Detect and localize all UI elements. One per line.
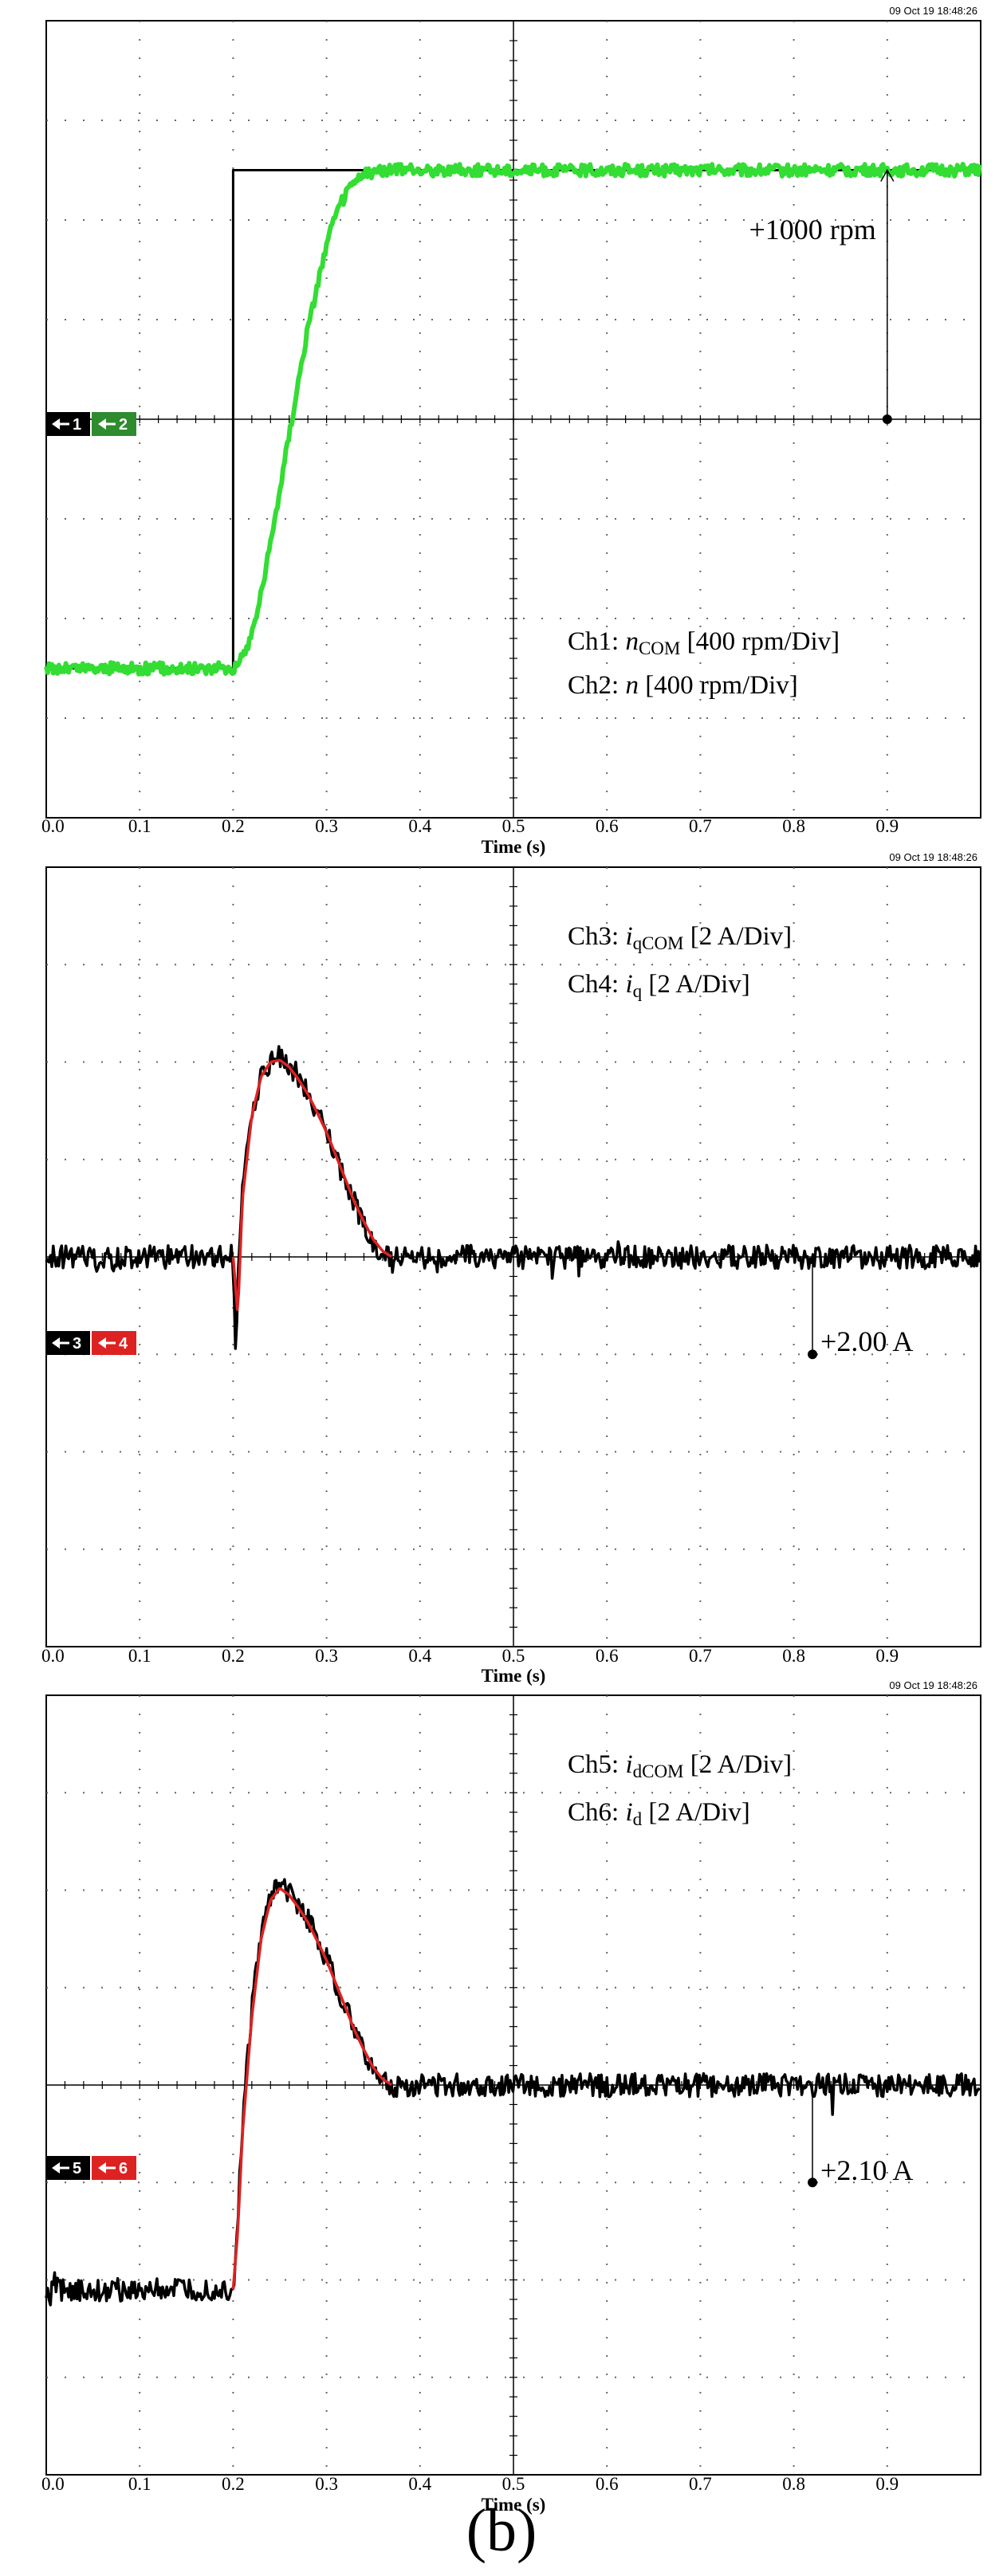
arrow-left-icon (52, 418, 60, 430)
measurement-dot (882, 414, 892, 424)
x-tick-label: 0.1 (128, 816, 151, 836)
x-tick-label: 0.2 (222, 816, 245, 836)
x-tick-label: 0.0 (41, 816, 65, 836)
channel-marker-label: 5 (73, 2160, 81, 2177)
legend-entry-2: Ch6: id [2 A/Div] (568, 1798, 750, 1829)
series-ch4 (231, 1058, 393, 1311)
x-tick-label: 0.5 (502, 816, 525, 836)
x-tick-label: 0.8 (782, 816, 805, 836)
chart-panel-3: 09 Oct 19 18:48:26 5 6 +2.10 A Ch5: idCOM [2… (41, 1679, 981, 2515)
chart-panel-1: 09 Oct 19 18:48:26 1 2 +1000 rpm Ch1: nCOM [… (41, 5, 982, 857)
channel-marker-label: 1 (73, 416, 81, 434)
x-tick-label: 0.1 (128, 1646, 151, 1666)
x-tick-label: 0.3 (315, 1646, 338, 1666)
x-tick-label: 0.9 (875, 1646, 899, 1666)
series-ch5 (45, 1878, 981, 2307)
x-tick-label: 0.3 (315, 2474, 338, 2494)
channel-marker-label: 2 (119, 416, 128, 434)
x-tick-label: 0.7 (689, 2474, 712, 2494)
x-tick-label: 0.4 (408, 816, 431, 836)
arrow-left-icon (52, 2162, 60, 2174)
measurement-dot (808, 2177, 818, 2188)
measurement-label: +2.10 A (820, 2154, 913, 2186)
channel-marker-label: 6 (119, 2160, 128, 2177)
x-axis-label: Time (s) (482, 2495, 546, 2515)
measurement-label: +2.00 A (820, 1325, 913, 1357)
grid (46, 1695, 981, 2475)
chart-panel-2: 09 Oct 19 18:48:26 3 4 +2.00 A Ch3: iqCOM [2… (41, 851, 981, 1686)
x-tick-label: 0.9 (875, 816, 899, 836)
channel-marker-label: 3 (73, 1335, 81, 1353)
timestamp: 09 Oct 19 18:48:26 (889, 5, 977, 17)
channel-marker-4: 4 (92, 1331, 136, 1355)
x-tick-label: 0.6 (596, 2474, 619, 2494)
legend-entry-2: Ch2: n [400 rpm/Div] (568, 671, 798, 700)
x-tick-label: 0.5 (502, 1646, 525, 1666)
measurement-annotation: +1000 rpm (749, 168, 895, 424)
x-tick-label: 0.2 (222, 2474, 245, 2494)
channel-marker-label: 4 (119, 1335, 128, 1353)
x-tick-label: 0.1 (128, 2474, 151, 2494)
measurement-annotation: +2.00 A (808, 1257, 913, 1360)
x-tick-label: 0.0 (41, 2474, 65, 2494)
legend-entry-1: Ch3: iqCOM [2 A/Div] (568, 922, 792, 953)
series-ch6 (231, 1887, 393, 2290)
x-tick-label: 0.8 (782, 2474, 805, 2494)
timestamp: 09 Oct 19 18:48:26 (889, 851, 977, 863)
x-tick-label: 0.6 (596, 816, 619, 836)
x-tick-label: 0.6 (596, 1646, 619, 1666)
arrow-up-icon (880, 168, 895, 182)
x-tick-label: 0.7 (689, 816, 712, 836)
channel-marker-6: 6 (92, 2156, 136, 2180)
timestamp: 09 Oct 19 18:48:26 (889, 1679, 977, 1691)
channel-marker-3: 3 (45, 1331, 90, 1355)
legend-entry-1: Ch1: nCOM [400 rpm/Div] (568, 627, 840, 658)
arrow-left-icon (98, 2162, 106, 2174)
x-axis-label: Time (s) (482, 837, 546, 857)
series-ch2 (44, 162, 982, 677)
x-tick-label: 0.9 (875, 2474, 899, 2494)
legend-entry-1: Ch5: idCOM [2 A/Div] (568, 1750, 792, 1781)
figure-caption: (b) (466, 2497, 537, 2564)
channel-marker-1: 1 (45, 412, 90, 436)
x-tick-label: 0.5 (502, 2474, 525, 2494)
x-tick-label: 0.0 (41, 1646, 65, 1666)
arrow-left-icon (98, 418, 106, 430)
panels: 09 Oct 19 18:48:26 1 2 +1000 rpm Ch1: nCOM [… (41, 5, 982, 2515)
x-tick-label: 0.7 (689, 1646, 712, 1666)
x-axis-label: Time (s) (482, 1666, 546, 1686)
x-tick-label: 0.3 (315, 816, 338, 836)
x-tick-label: 0.2 (222, 1646, 245, 1666)
channel-marker-2: 2 (92, 412, 136, 436)
series-ch3 (45, 1045, 981, 1350)
arrow-left-icon (98, 1337, 106, 1349)
legend-entry-2: Ch4: iq [2 A/Div] (568, 970, 750, 1001)
measurement-annotation: +2.10 A (808, 2085, 913, 2188)
measurement-dot (808, 1349, 818, 1360)
measurement-label: +1000 rpm (749, 214, 876, 245)
x-tick-label: 0.8 (782, 1646, 805, 1666)
x-tick-label: 0.4 (408, 2474, 431, 2494)
arrow-left-icon (52, 1337, 60, 1349)
grid (46, 867, 981, 1647)
channel-marker-5: 5 (45, 2156, 90, 2180)
x-tick-label: 0.4 (408, 1646, 431, 1666)
